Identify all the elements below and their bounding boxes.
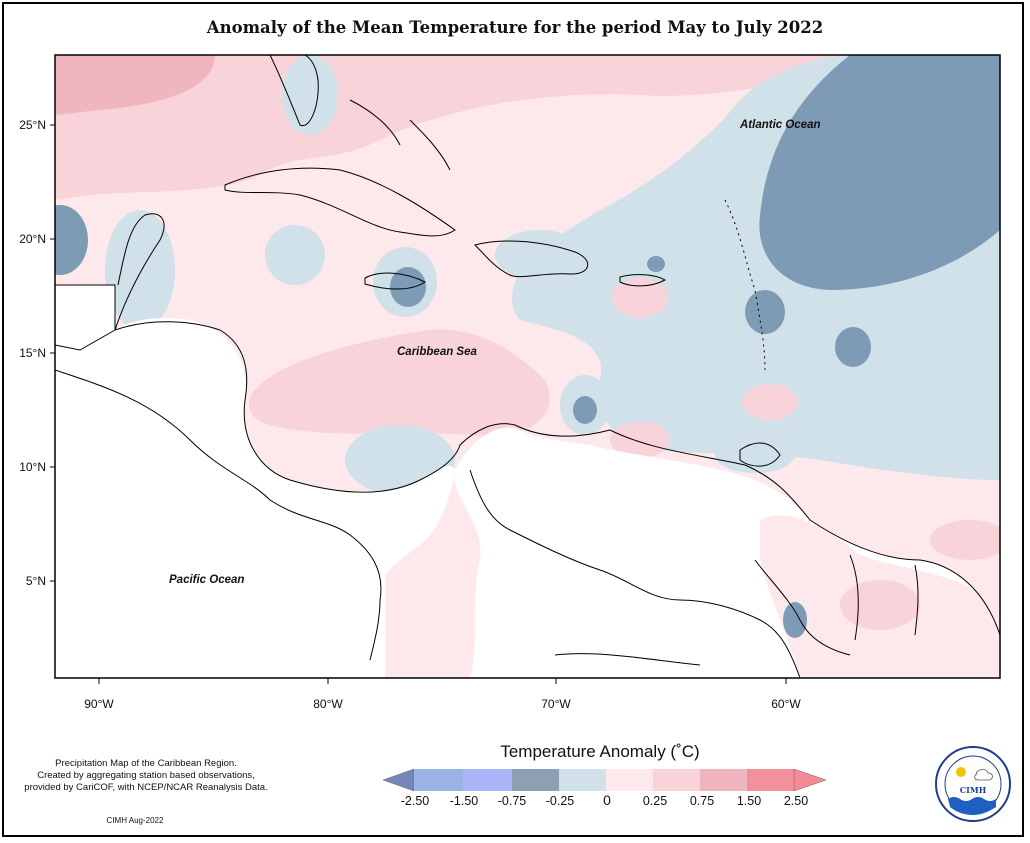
- legend-tick-label: 2.50: [783, 794, 809, 808]
- coastline-florida: [269, 55, 319, 127]
- lon-label: 70°W: [541, 697, 571, 711]
- anomaly-blob-abc-inner: [573, 396, 597, 424]
- anomaly-positive-caribbean: [248, 329, 550, 436]
- border-colombia-venezuela: [469, 469, 801, 678]
- legend-arrow-low: [382, 768, 415, 792]
- anomaly-field: [55, 55, 1000, 678]
- land-mexico: [55, 285, 115, 347]
- lat-label: 25°N: [19, 118, 46, 132]
- coastline-central-america: [114, 321, 516, 493]
- lat-label: 5°N: [25, 574, 46, 588]
- coastline-bahamas: [349, 99, 451, 171]
- anomaly-blob-virgin-islands: [647, 256, 665, 272]
- lat-label: 10°N: [19, 460, 46, 474]
- legend-bin: [414, 769, 463, 791]
- legend-bin: [653, 769, 700, 791]
- logo-text: CIMH: [960, 785, 987, 795]
- lat-ticks: [50, 124, 55, 582]
- coastlines: [55, 55, 1000, 678]
- anomaly-blob-hispaniola: [495, 230, 585, 280]
- legend-bin: [512, 769, 559, 791]
- anomaly-blob-barbados: [742, 384, 798, 420]
- legend-title: Temperature Anomaly (˚C): [500, 742, 700, 761]
- anomaly-blob-puerto-rico: [612, 278, 668, 318]
- lon-ticks: [98, 678, 787, 684]
- anomaly-blob-florida: [282, 55, 338, 135]
- anomaly-strong-positive-nw: [55, 55, 215, 115]
- anomaly-blob-trinidad: [715, 437, 795, 473]
- legend-tick-label: -2.50: [400, 794, 430, 808]
- legend-bin: [700, 769, 747, 791]
- anomaly-blob-guiana-east: [930, 520, 1000, 560]
- map-title: Anomaly of the Mean Temperature for the …: [206, 18, 824, 37]
- lon-label: 80°W: [313, 697, 343, 711]
- legend-arrow-high: [793, 768, 827, 792]
- legend-bin: [463, 769, 512, 791]
- anomaly-blob-cayman: [265, 225, 325, 285]
- legend-tick-label: 0.25: [642, 794, 668, 808]
- border-suriname-guiana: [914, 564, 919, 636]
- logo-waves-icon: [948, 797, 996, 815]
- legend-tick-label: -1.50: [449, 794, 479, 808]
- credit-text: CIMH Aug-2022: [106, 816, 164, 825]
- anomaly-blob-gulf: [55, 205, 88, 275]
- legend-tick-label: -0.75: [497, 794, 527, 808]
- data-source-note: Precipitation Map of the Caribbean Regio…: [6, 758, 286, 794]
- note-line: Created by aggregating station based obs…: [37, 770, 255, 781]
- logo-cloud-icon: [974, 769, 993, 781]
- coastline-yucatan: [114, 213, 165, 331]
- anomaly-blob-lesser-antilles: [745, 290, 785, 334]
- lesser-antilles-islands: [724, 199, 766, 371]
- border-venezuela-guyana: [754, 559, 851, 656]
- coastline-puerto-rico: [619, 274, 667, 287]
- pacific-ocean-label: Pacific Ocean: [169, 574, 245, 586]
- atlantic-ocean-label: Atlantic Ocean: [740, 119, 821, 131]
- legend-tick-label: 0.75: [689, 794, 715, 808]
- anomaly-blob-jamaica-inner: [390, 267, 426, 307]
- coastline-trinidad: [739, 442, 781, 467]
- anomaly-strong-negative-atlantic: [759, 55, 1000, 290]
- logo-sun-icon: [956, 767, 966, 777]
- anomaly-positive-north: [55, 55, 860, 200]
- anomaly-guianas-negative: [783, 602, 807, 638]
- legend-colorbar: [382, 768, 827, 792]
- legend-tick-label: -0.25: [545, 794, 575, 808]
- coastline-south-america-north: [514, 424, 1000, 636]
- map-border: [54, 54, 1001, 679]
- border-guyana-suriname: [849, 554, 859, 641]
- legend-bin: [606, 769, 653, 791]
- lon-label: 90°W: [84, 697, 114, 711]
- caribbean-sea-label: Caribbean Sea: [397, 346, 477, 358]
- border-brazil: [554, 653, 701, 666]
- legend-bin: [747, 769, 794, 791]
- cimh-logo-icon: CIMH: [935, 746, 1011, 822]
- legend-tick-label: 1.50: [736, 794, 762, 808]
- coastline-pacific: [55, 369, 382, 661]
- anomaly-blob-east-atlantic: [835, 327, 871, 367]
- anomaly-guianas-positive: [840, 580, 920, 630]
- lat-label: 15°N: [19, 346, 46, 360]
- note-line: Precipitation Map of the Caribbean Regio…: [55, 758, 237, 769]
- coastline-hispaniola: [474, 240, 588, 278]
- lon-label: 60°W: [771, 697, 801, 711]
- coastline-jamaica: [364, 272, 426, 290]
- pacific-ocean-area: [55, 500, 385, 678]
- anomaly-blob-venezuela-coast: [610, 422, 670, 458]
- legend-bin: [559, 769, 606, 791]
- coastline-cuba: [224, 167, 456, 237]
- lat-label: 20°N: [19, 232, 46, 246]
- legend-tick-label: 0: [603, 792, 611, 808]
- anomaly-blob-yucatan: [105, 210, 175, 330]
- note-line: provided by CariCOF, with NCEP/NCAR Rean…: [24, 782, 268, 793]
